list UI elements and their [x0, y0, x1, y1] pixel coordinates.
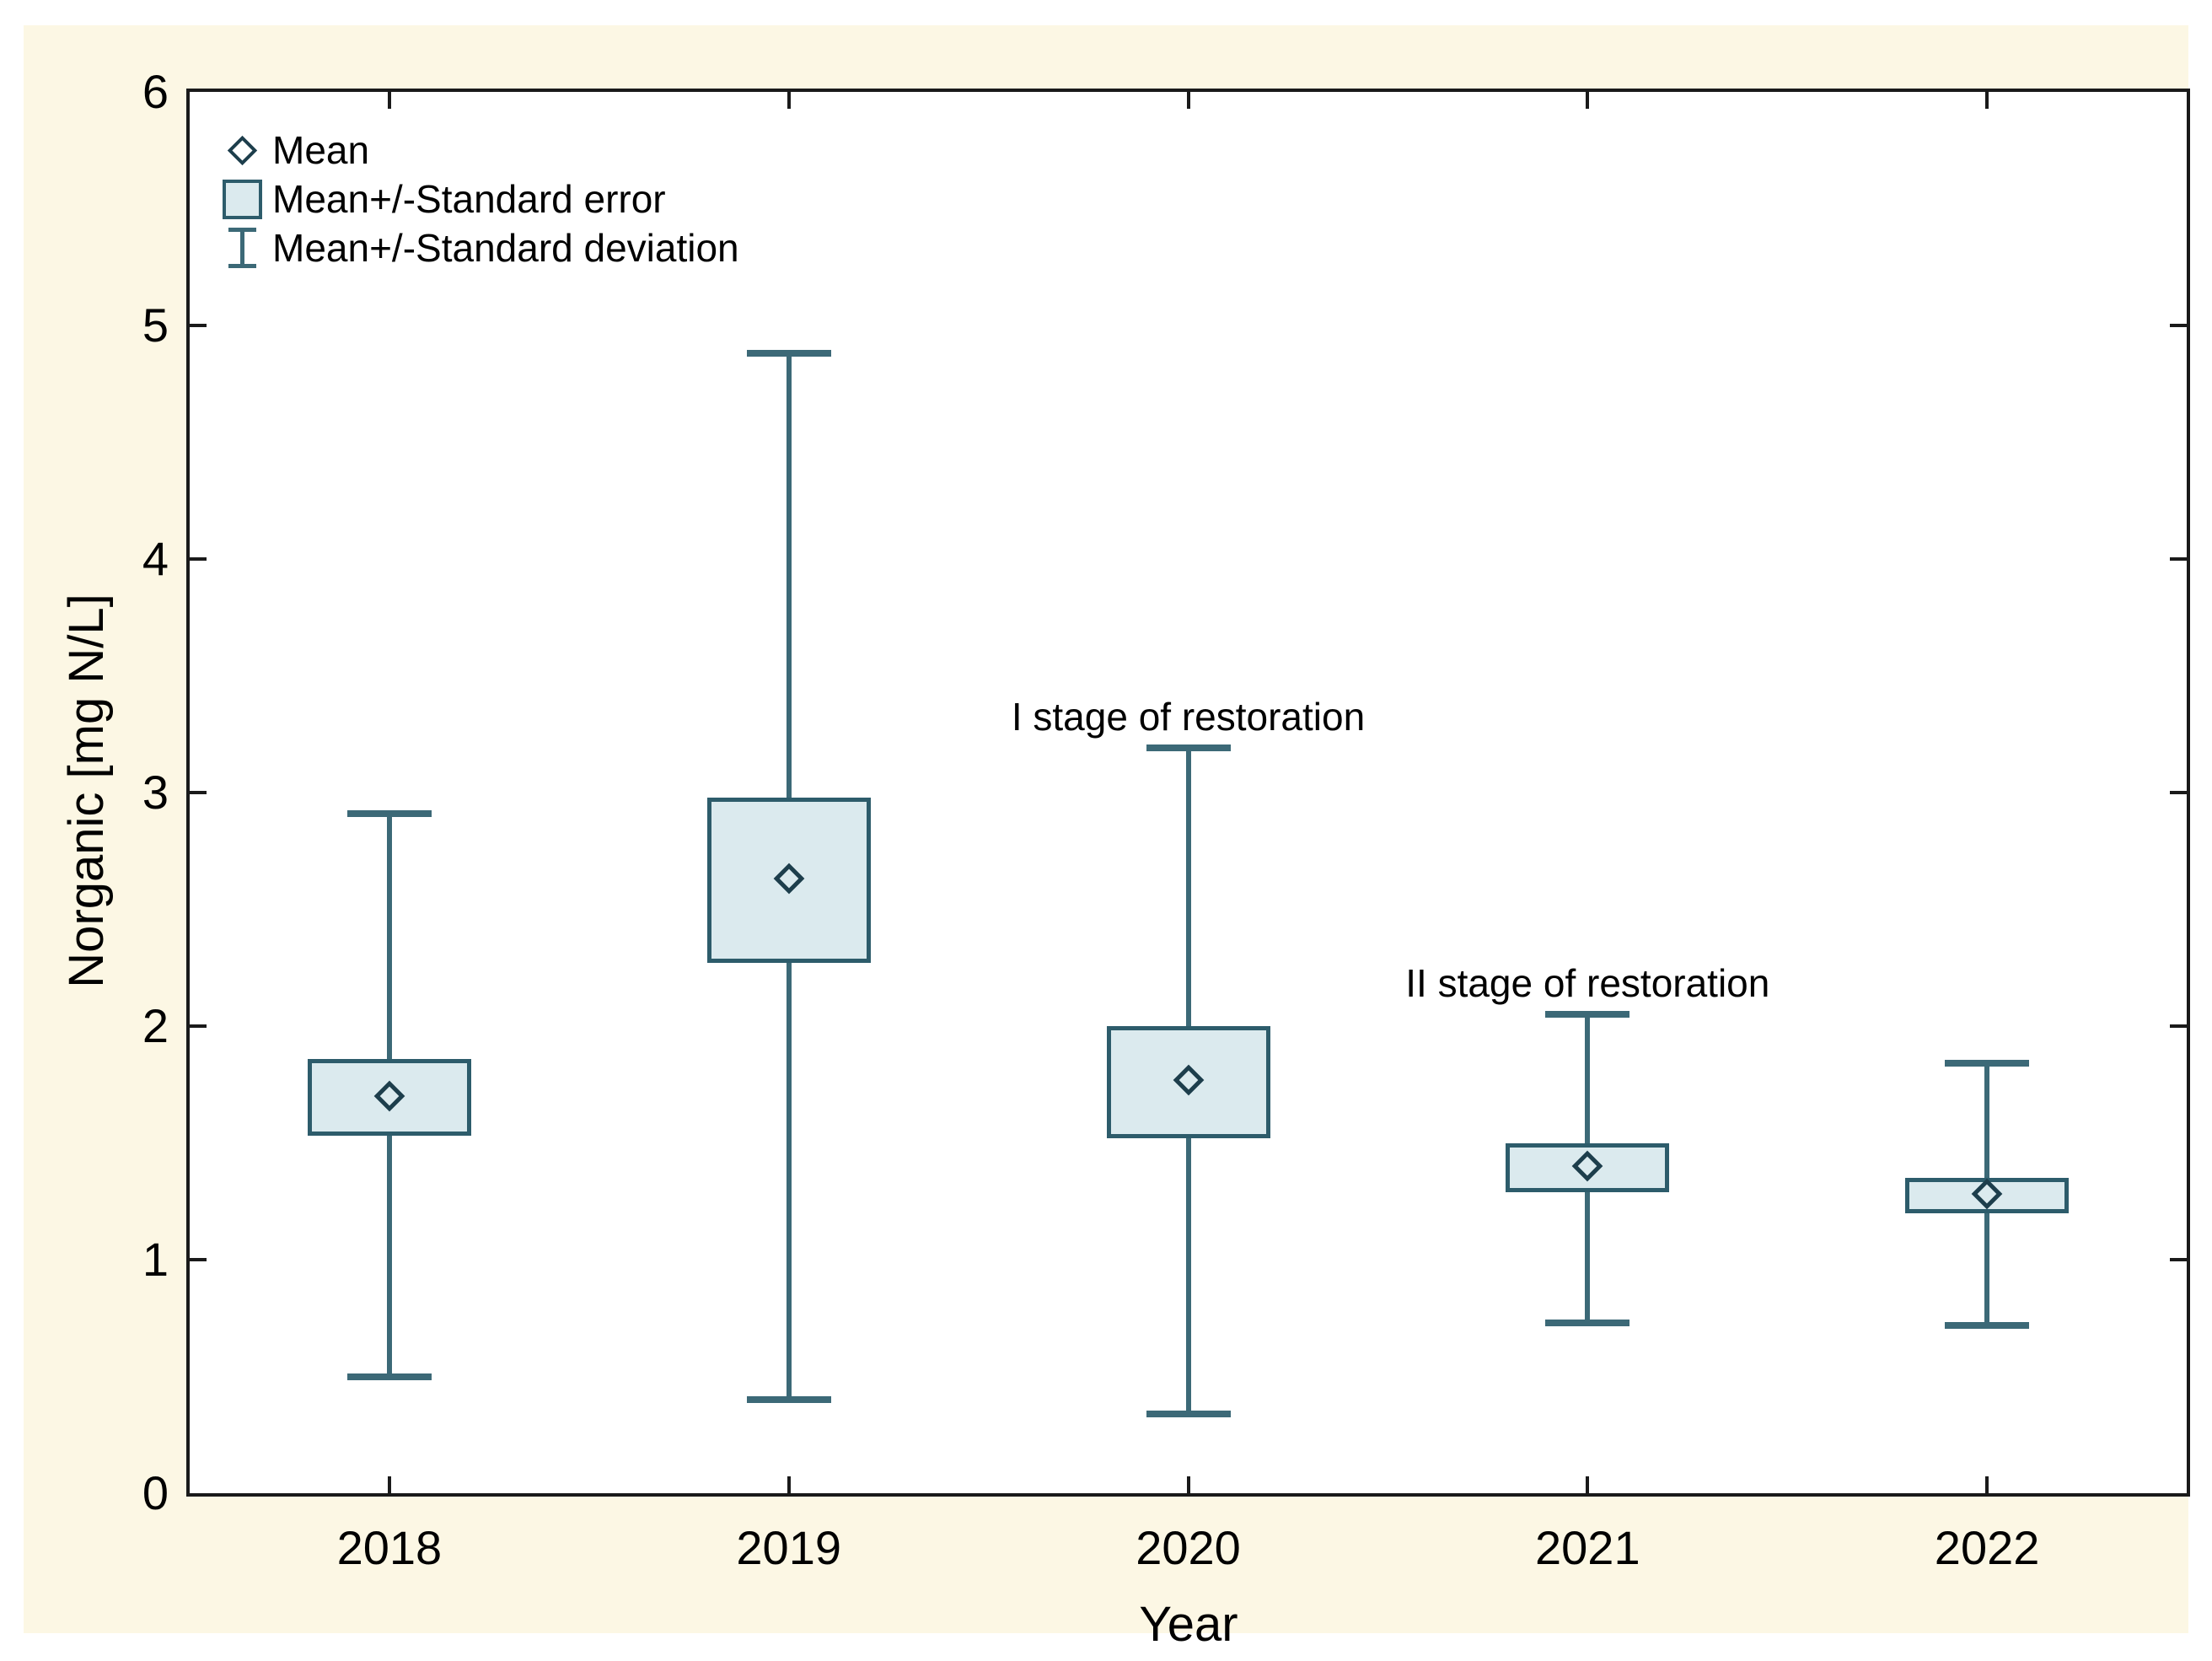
y-tick-right-5 [2170, 324, 2187, 327]
y-tick-label-5: 5 [142, 298, 169, 352]
x-tick-bottom-2018 [387, 1476, 391, 1493]
annotation-stage-2: II stage of restoration [1405, 961, 1770, 1006]
y-tick-left-3 [190, 791, 207, 794]
whisker-cap-top-2018 [346, 809, 432, 817]
y-tick-label-3: 3 [142, 766, 169, 819]
x-tick-label-2021: 2021 [1535, 1521, 1640, 1574]
whisker-cap-top-2020 [1146, 744, 1231, 752]
standard-deviation-whisker-icon [228, 228, 256, 268]
whisker-cap-bottom-2022 [1945, 1321, 2030, 1329]
legend-label: Mean [272, 128, 370, 172]
plot-contents: I stage of restoration II stage of restor… [190, 92, 2187, 1493]
box-2019 [706, 797, 871, 964]
y-tick-label-1: 1 [142, 1233, 169, 1286]
y-tick-right-3 [2170, 791, 2187, 794]
x-tick-top-2018 [387, 92, 391, 109]
x-tick-label-2022: 2022 [1934, 1521, 2040, 1574]
legend-label: Mean+/-Standard deviation [272, 226, 739, 270]
y-tick-label-6: 6 [142, 65, 169, 118]
legend: Mean Mean+/-Standard error Mean+/-Standa… [218, 126, 739, 272]
whisker-cap-top-2021 [1545, 1011, 1630, 1019]
whisker-cap-top-2022 [1945, 1060, 2030, 1067]
y-tick-left-5 [190, 324, 207, 327]
legend-item-standard-error: Mean+/-Standard error [218, 175, 739, 223]
legend-item-mean: Mean [218, 126, 739, 175]
box-2022 [1905, 1178, 2070, 1213]
y-tick-label-4: 4 [142, 532, 169, 585]
y-tick-left-4 [190, 557, 207, 561]
x-tick-label-2020: 2020 [1136, 1521, 1241, 1574]
x-tick-bottom-2022 [1985, 1476, 1989, 1493]
y-tick-left-1 [190, 1258, 207, 1261]
whisker-cap-bottom-2021 [1545, 1319, 1630, 1326]
y-tick-left-2 [190, 1024, 207, 1028]
y-tick-right-4 [2170, 557, 2187, 561]
y-tick-label-2: 2 [142, 999, 169, 1052]
x-tick-top-2019 [787, 92, 791, 109]
whisker-cap-bottom-2018 [346, 1373, 432, 1380]
legend-item-standard-deviation: Mean+/-Standard deviation [218, 223, 739, 272]
x-axis-title: Year [1139, 1597, 1238, 1652]
box-2020 [1106, 1026, 1270, 1138]
x-tick-label-2019: 2019 [736, 1521, 841, 1574]
plot-area: I stage of restoration II stage of restor… [186, 89, 2190, 1497]
mean-diamond-icon [227, 135, 257, 165]
box-2021 [1506, 1142, 1670, 1192]
x-tick-bottom-2020 [1186, 1476, 1190, 1493]
legend-label: Mean+/-Standard error [272, 177, 666, 221]
y-tick-label-0: 0 [142, 1466, 169, 1519]
box-2018 [307, 1058, 471, 1137]
x-tick-top-2020 [1186, 92, 1190, 109]
y-tick-right-2 [2170, 1024, 2187, 1028]
whisker-cap-bottom-2020 [1146, 1410, 1231, 1417]
x-tick-bottom-2019 [787, 1476, 791, 1493]
whisker-cap-bottom-2019 [746, 1396, 831, 1404]
x-tick-top-2021 [1586, 92, 1590, 109]
whisker-cap-top-2019 [746, 350, 831, 357]
standard-error-box-icon [222, 179, 262, 219]
x-tick-label-2018: 2018 [336, 1521, 443, 1574]
annotation-stage-1: I stage of restoration [1011, 695, 1366, 739]
x-tick-bottom-2021 [1586, 1476, 1590, 1493]
y-tick-right-1 [2170, 1258, 2187, 1261]
x-tick-top-2022 [1985, 92, 1989, 109]
